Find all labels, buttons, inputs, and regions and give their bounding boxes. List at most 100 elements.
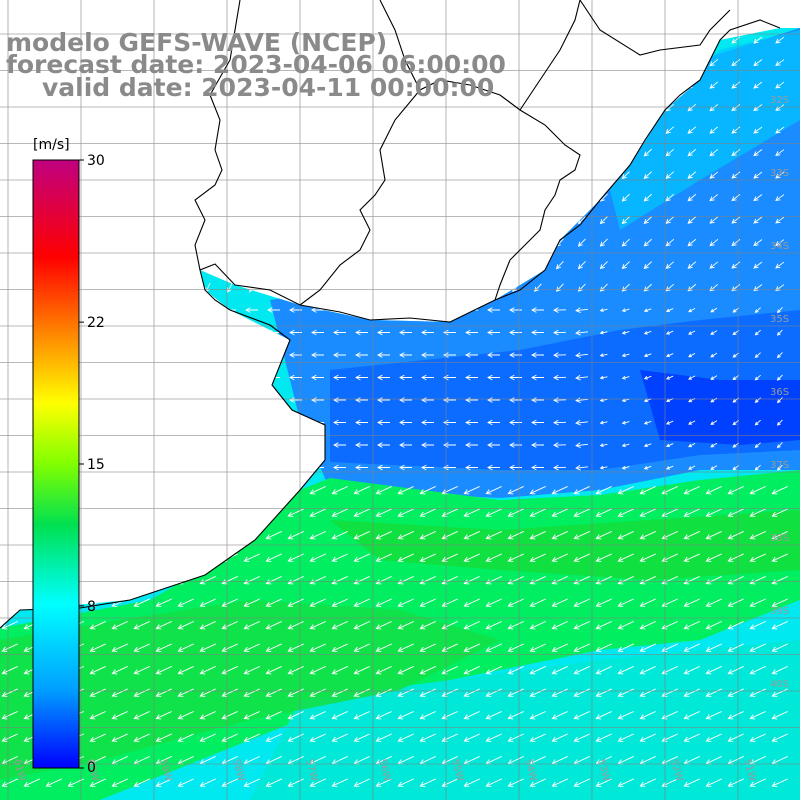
wind-arrow	[353, 531, 370, 540]
wind-arrow	[621, 261, 630, 270]
wind-arrow	[465, 352, 478, 358]
wind-arrow	[507, 643, 524, 652]
wind-arrow	[485, 576, 502, 585]
wind-arrow	[754, 397, 761, 403]
wind-arrow	[753, 194, 763, 202]
wind-arrow	[771, 621, 788, 630]
wind-arrow	[771, 711, 788, 720]
wind-arrow	[687, 171, 697, 179]
wind-arrow	[621, 375, 630, 380]
wind-arrow	[331, 733, 348, 742]
wind-arrow	[221, 621, 238, 630]
wind-arrow	[705, 688, 722, 697]
wind-arrow	[377, 442, 390, 448]
wind-arrow	[507, 486, 524, 495]
wind-arrow	[375, 778, 392, 787]
wind-arrow	[399, 419, 412, 426]
wind-arrow	[421, 374, 434, 381]
wind-arrow	[575, 352, 589, 358]
wind-arrow	[89, 733, 106, 742]
wind-arrow	[419, 643, 436, 652]
wind-arrow	[731, 194, 741, 202]
wind-arrow	[1, 621, 18, 630]
wind-arrow	[731, 149, 741, 157]
wind-arrow	[617, 778, 634, 787]
wind-arrow	[221, 733, 238, 742]
wind-arrow	[375, 711, 392, 720]
wind-arrow	[89, 778, 106, 787]
wind-arrow	[749, 711, 766, 720]
wind-arrow	[177, 688, 194, 697]
wind-arrow	[531, 419, 544, 426]
title-forecast-date: forecast date: 2023-04-06 06:00:00	[6, 50, 506, 79]
wind-arrow	[688, 465, 696, 470]
wind-arrow	[573, 553, 590, 562]
wind-arrow	[311, 397, 324, 403]
wind-arrow	[705, 733, 722, 742]
wind-arrow	[573, 621, 590, 630]
wind-arrow	[419, 666, 436, 675]
wind-arrow	[353, 778, 370, 787]
wind-arrow	[45, 778, 62, 787]
wind-arrow	[621, 330, 630, 335]
wind-arrow	[485, 666, 502, 675]
wind-arrow	[309, 643, 326, 652]
wind-arrow	[727, 553, 744, 562]
wind-arrow	[754, 352, 761, 358]
title-model: modelo GEFS-WAVE (NCEP)	[6, 28, 388, 57]
wind-arrow	[199, 688, 216, 697]
wind-arrow	[287, 778, 304, 787]
wind-arrow	[643, 308, 652, 313]
wind-arrow	[1, 711, 18, 720]
wind-arrow	[465, 419, 478, 426]
wind-arrow	[353, 598, 370, 607]
wind-arrow	[89, 643, 106, 652]
wind-arrow	[375, 508, 392, 517]
wind-arrow	[775, 59, 785, 66]
wind-arrow	[771, 508, 788, 517]
wind-arrow	[397, 666, 414, 675]
wind-arrow	[553, 464, 567, 471]
wind-arrow	[463, 711, 480, 720]
wind-arrow	[265, 531, 282, 540]
wind-arrow	[754, 374, 761, 381]
wind-arrow	[309, 621, 326, 630]
wind-arrow	[577, 238, 586, 247]
wind-arrow	[485, 621, 502, 630]
wind-arrow	[665, 443, 674, 448]
lat-label: 34S	[770, 241, 789, 252]
wind-arrow	[665, 261, 675, 269]
wind-arrow	[287, 531, 304, 540]
wind-arrow	[529, 778, 546, 787]
wind-arrow	[155, 621, 172, 630]
wind-arrow	[507, 778, 524, 787]
wind-arrow	[243, 733, 260, 742]
wind-arrow	[133, 778, 150, 787]
wind-arrow	[177, 621, 194, 630]
wind-arrow	[221, 643, 238, 652]
wind-arrow	[617, 688, 634, 697]
wind-arrow	[710, 375, 718, 380]
wind-arrow	[419, 778, 436, 787]
wind-arrow	[573, 666, 590, 675]
wind-arrow	[375, 576, 392, 585]
wind-arrow	[529, 621, 546, 630]
wind-arrow	[309, 486, 326, 495]
wind-arrow	[265, 598, 282, 607]
wind-arrow	[309, 553, 326, 562]
wind-arrow	[265, 621, 282, 630]
wind-arrow	[243, 598, 260, 607]
wind-arrow	[155, 778, 172, 787]
wind-arrow	[331, 688, 348, 697]
wind-arrow	[375, 621, 392, 630]
colorbar-unit: [m/s]	[33, 137, 70, 153]
wind-arrow	[776, 442, 783, 449]
wind-arrow	[243, 643, 260, 652]
wind-arrow	[683, 711, 700, 720]
coastline	[0, 0, 781, 629]
wind-arrow	[397, 486, 414, 495]
wind-arrow	[753, 261, 763, 269]
wind-arrow	[509, 307, 522, 313]
wind-arrow	[397, 553, 414, 562]
wind-arrow	[419, 576, 436, 585]
